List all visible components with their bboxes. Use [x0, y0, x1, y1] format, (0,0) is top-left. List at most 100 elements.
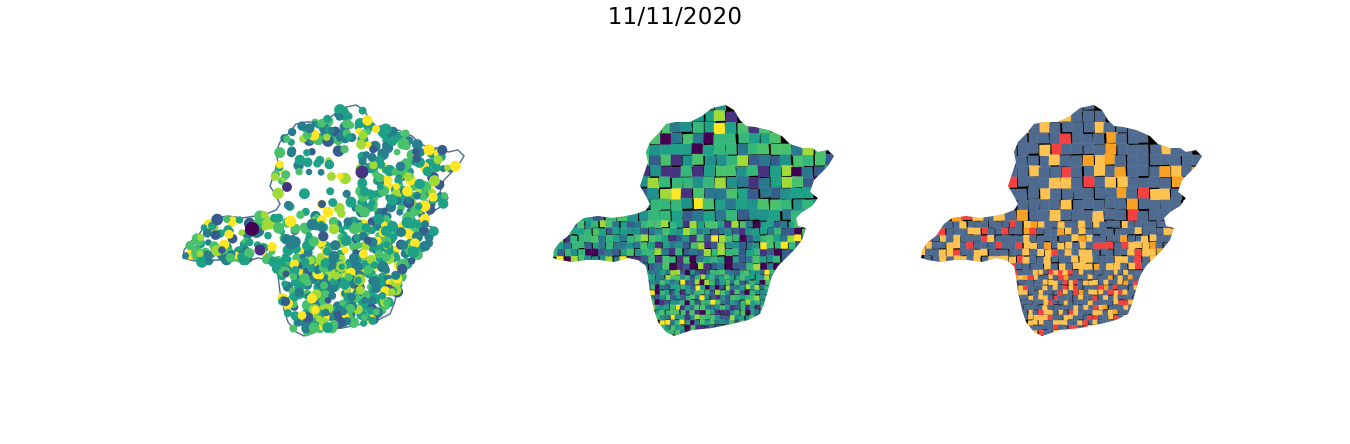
municipality-area — [1094, 110, 1107, 122]
municipality-point — [308, 322, 320, 334]
municipality-area — [801, 187, 814, 199]
municipality-point — [363, 236, 372, 245]
municipality-area — [1113, 315, 1119, 321]
municipality-area — [694, 309, 700, 316]
municipality-area — [1035, 263, 1044, 271]
municipality-area — [1104, 176, 1117, 188]
municipality-area — [1027, 284, 1033, 290]
municipality-area — [734, 284, 740, 290]
municipality-area — [684, 300, 690, 306]
municipality-area — [1102, 304, 1108, 310]
municipality-area — [669, 329, 675, 335]
municipality-point — [308, 236, 319, 247]
municipality-area — [759, 154, 771, 167]
municipality-area — [647, 220, 655, 228]
municipality-point — [264, 231, 272, 240]
municipality-area — [1117, 269, 1123, 275]
municipality-area — [654, 241, 663, 249]
municipality-area — [1015, 188, 1028, 201]
municipality-area — [709, 274, 715, 281]
municipality-area — [710, 221, 719, 229]
municipality-area — [1106, 220, 1114, 228]
municipality-point — [369, 276, 381, 287]
municipality-area — [694, 304, 700, 311]
municipality-area — [645, 274, 651, 280]
municipality-area — [953, 255, 962, 263]
municipality-area — [1092, 284, 1099, 291]
municipality-area — [696, 234, 705, 242]
municipality-area — [710, 241, 719, 249]
municipality-area — [744, 294, 751, 301]
municipality-area — [1163, 242, 1171, 251]
municipality-area — [684, 314, 691, 321]
municipality-area — [960, 208, 973, 221]
municipality-area — [680, 279, 686, 285]
municipality-area — [605, 234, 614, 243]
municipality-point — [355, 241, 363, 249]
municipality-point — [197, 233, 205, 241]
municipality-area — [699, 309, 705, 316]
municipality-point — [316, 253, 325, 261]
municipality-area — [1037, 284, 1044, 290]
municipality-area — [1117, 275, 1124, 281]
municipality-area — [1132, 275, 1138, 281]
municipality-point — [202, 228, 212, 238]
municipality-point — [433, 155, 443, 165]
municipality-area — [598, 228, 607, 236]
municipality-area — [1107, 295, 1114, 301]
municipality-area — [988, 256, 996, 264]
municipality-area — [973, 255, 981, 263]
municipality-area — [724, 198, 737, 210]
municipality-area — [1085, 220, 1093, 229]
municipality-area — [680, 197, 693, 209]
municipality-point — [285, 239, 296, 250]
choropleth-municipalities — [553, 105, 834, 336]
municipality-area — [931, 241, 939, 249]
municipality-area — [647, 187, 660, 200]
municipality-area — [1062, 320, 1068, 326]
municipality-area — [732, 241, 740, 250]
municipality-point — [218, 246, 226, 254]
municipality-area — [1032, 299, 1039, 305]
municipality-area — [748, 143, 760, 155]
municipality-area — [1107, 319, 1114, 325]
municipality-area — [1062, 324, 1068, 330]
municipality-area — [649, 274, 656, 280]
municipality-area — [1037, 210, 1050, 222]
municipality-area — [1134, 220, 1143, 229]
municipality-point — [371, 284, 381, 294]
municipality-area — [735, 275, 741, 281]
municipality-area — [697, 242, 705, 250]
municipality-point — [224, 229, 234, 239]
municipality-point — [414, 178, 425, 190]
municipality-area — [953, 234, 961, 242]
municipality-point — [300, 222, 309, 231]
municipality-area — [1015, 133, 1028, 146]
municipality-area — [1062, 279, 1068, 285]
municipality-area — [1137, 279, 1144, 285]
municipality-point — [369, 145, 378, 154]
municipality-area — [702, 227, 711, 235]
municipality-area — [675, 220, 684, 228]
municipality-point — [299, 273, 310, 284]
municipality-area — [703, 132, 715, 144]
municipality-area — [1012, 279, 1018, 285]
municipality-area — [725, 241, 733, 249]
municipality-point — [328, 223, 340, 235]
municipality-area — [1140, 262, 1149, 270]
municipality-point — [393, 148, 401, 156]
municipality-area — [790, 187, 803, 199]
municipality-area — [1170, 188, 1183, 201]
municipality-area — [1048, 198, 1061, 210]
municipality-area — [724, 304, 731, 310]
municipality-point — [358, 157, 367, 166]
municipality-area — [939, 221, 947, 229]
municipality-area — [1122, 314, 1129, 321]
municipality-area — [1149, 166, 1161, 179]
municipality-area — [1052, 274, 1058, 280]
municipality-area — [611, 221, 620, 229]
municipality-area — [1052, 280, 1059, 286]
municipality-area — [759, 269, 765, 275]
municipality-area — [1117, 143, 1129, 155]
municipality-area — [769, 269, 776, 275]
